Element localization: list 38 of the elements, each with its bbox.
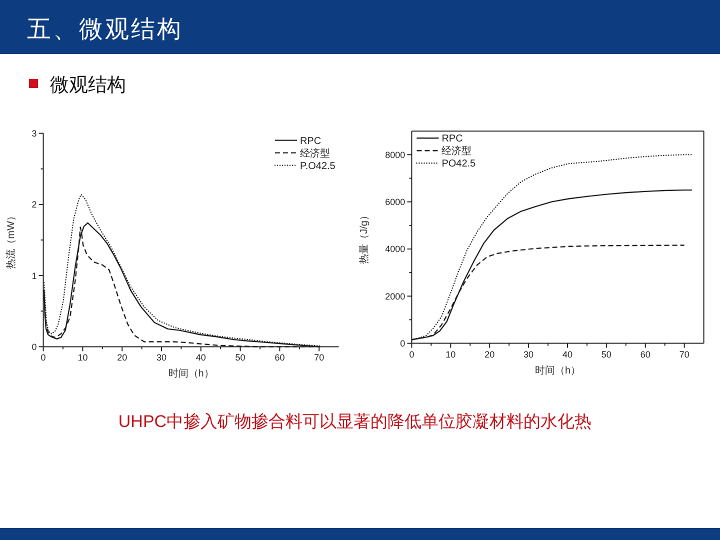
x-tick-label: 30	[524, 349, 534, 360]
x-tick-label: 70	[679, 349, 690, 360]
y-tick-label: 8000	[385, 150, 406, 160]
y-tick-label: 1	[32, 270, 37, 281]
y-tick-label: 3	[32, 128, 37, 138]
chart-title: 五、微观结构	[27, 17, 183, 43]
y-tick-label: 4000	[385, 244, 406, 254]
x-tick-label: 30	[156, 352, 167, 363]
legend-label: 经济型	[442, 145, 472, 158]
x-tick-label: 70	[314, 352, 324, 363]
legend-label: RPC	[442, 134, 463, 145]
x-tick-label: 10	[78, 352, 88, 363]
y-axis-title: 热量（J/g）	[359, 210, 370, 264]
x-axis-title: 时间（h）	[534, 364, 581, 376]
x-tick-label: 50	[601, 349, 612, 360]
x-tick-label: 0	[40, 352, 46, 363]
y-tick-label: 0	[400, 338, 406, 348]
x-tick-label: 40	[562, 349, 572, 360]
x-tick-label: 20	[484, 349, 495, 360]
y-tick-label: 0	[32, 342, 37, 352]
legend-label: RPC	[300, 136, 322, 147]
x-tick-label: 60	[640, 349, 650, 360]
x-tick-label: 10	[446, 349, 456, 360]
chart-subtitle: 微观结构	[50, 75, 126, 96]
legend-label: PO42.5	[442, 158, 476, 170]
x-tick-label: 40	[196, 352, 206, 363]
x-tick-label: 50	[235, 352, 246, 363]
x-tick-label: 0	[409, 349, 414, 360]
y-tick-label: 6000	[385, 197, 406, 208]
legend-label: P.O42.5	[300, 160, 336, 172]
x-axis-title: 时间（h）	[168, 368, 214, 380]
x-tick-label: 20	[117, 352, 128, 363]
y-axis-title: 热流（mW）	[5, 211, 17, 269]
y-tick-label: 2	[32, 200, 37, 210]
x-tick-label: 60	[274, 352, 285, 363]
text: UHPC中掺入矿物掺合料可以显著的降低单位胶凝材料的水化热	[118, 412, 592, 431]
y-tick-label: 2000	[385, 291, 406, 302]
legend-label: 经济型	[300, 147, 330, 160]
